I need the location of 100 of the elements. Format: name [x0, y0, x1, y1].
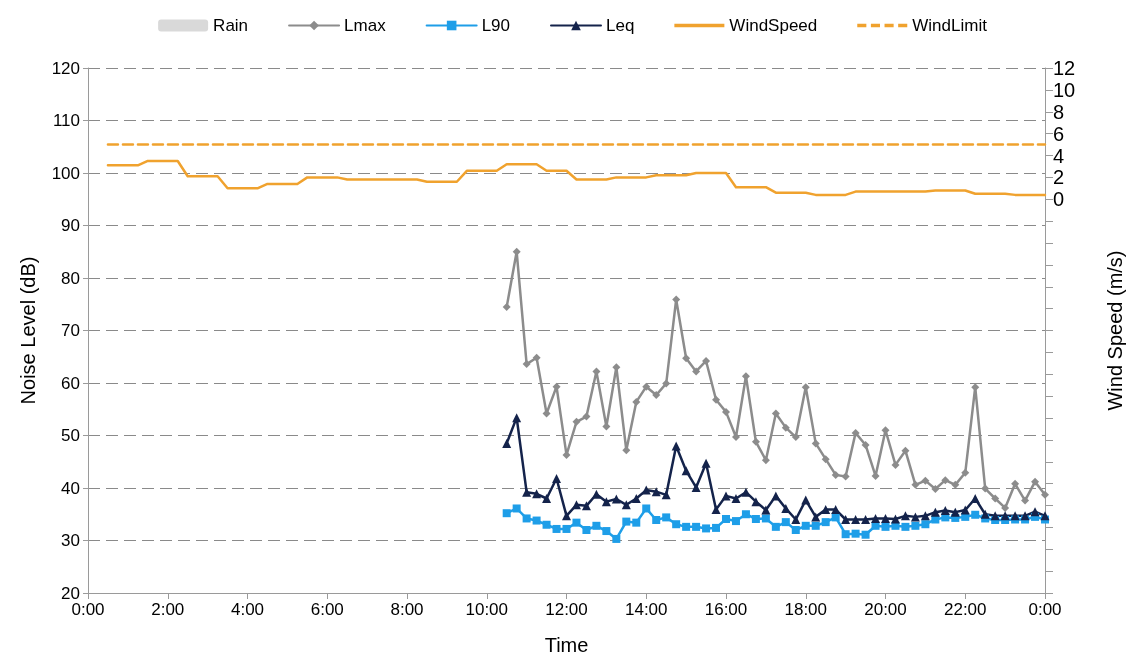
point [921, 476, 930, 485]
point [901, 446, 910, 455]
point [522, 514, 531, 523]
point [711, 505, 721, 515]
y2-axis-title: Wind Speed (m/s) [1104, 250, 1126, 411]
point [761, 456, 770, 465]
point [831, 470, 840, 479]
point [552, 474, 562, 484]
point [582, 526, 591, 534]
point [512, 413, 522, 423]
x-tick-label: 18:00 [784, 600, 828, 619]
point [781, 503, 791, 513]
point [761, 505, 771, 515]
point [642, 382, 651, 391]
point [861, 530, 870, 539]
point [691, 482, 701, 492]
point [712, 523, 721, 532]
point [682, 522, 691, 531]
line-series [106, 159, 1047, 197]
point [702, 356, 711, 365]
point [791, 515, 801, 524]
point [622, 446, 631, 455]
point [622, 517, 631, 526]
x-tick-label: 22:00 [943, 600, 987, 619]
point [751, 497, 761, 507]
point [721, 491, 731, 501]
x-axis-title: Time [544, 634, 589, 656]
point [1041, 490, 1049, 499]
point [731, 517, 740, 526]
point [1031, 477, 1040, 486]
point [851, 515, 861, 524]
point [512, 247, 521, 256]
point [781, 423, 790, 432]
point [821, 518, 830, 527]
point [662, 379, 671, 388]
y-tick-label: 100 [51, 163, 80, 183]
point [562, 524, 571, 533]
point [612, 534, 621, 543]
y-tick-label: 50 [61, 426, 80, 445]
point [712, 395, 721, 404]
point [771, 522, 780, 531]
point [532, 353, 541, 362]
point [562, 511, 571, 521]
point [821, 455, 830, 464]
x-tick-label: 12:00 [545, 600, 588, 619]
point [1040, 511, 1050, 521]
point [871, 513, 881, 523]
point [801, 521, 810, 530]
legend-label: Lmax [344, 16, 387, 35]
point [791, 433, 800, 442]
point [572, 518, 581, 527]
point [941, 476, 950, 485]
point [652, 516, 661, 525]
y-axis-title: Noise Level (dB) [17, 256, 39, 405]
point [931, 485, 940, 494]
point [532, 516, 541, 525]
point [702, 524, 711, 533]
point [981, 484, 990, 493]
legend-label: Rain [213, 16, 249, 35]
point [841, 530, 850, 539]
point [662, 513, 671, 522]
point [1001, 503, 1010, 512]
point [841, 515, 851, 524]
point [991, 494, 1000, 503]
point [881, 513, 890, 523]
point [672, 520, 681, 529]
point [502, 438, 512, 448]
x-tick-label: 10:00 [465, 600, 509, 619]
legend-label: WindSpeed [729, 16, 818, 35]
point [731, 494, 741, 503]
legend-label: L90 [481, 16, 511, 35]
point [751, 437, 760, 446]
point [542, 520, 551, 529]
point [891, 460, 900, 469]
point [801, 495, 811, 505]
point [641, 485, 651, 495]
point [692, 367, 701, 376]
point [1030, 507, 1040, 517]
point [751, 514, 760, 523]
y-tick-label: 80 [61, 268, 80, 288]
point [771, 409, 780, 418]
point [582, 412, 591, 421]
y-tick-label: 110 [52, 111, 80, 130]
y2-tick-label: 0 [1053, 188, 1065, 211]
x-tick-label: 16:00 [704, 600, 748, 619]
y-tick-label: 120 [51, 58, 80, 78]
point [601, 497, 611, 507]
point [940, 506, 950, 516]
point [542, 494, 552, 503]
x-tick-label: 20:00 [864, 600, 907, 619]
y-tick-label: 20 [61, 583, 80, 603]
point [512, 504, 521, 513]
point [861, 515, 871, 524]
point [552, 524, 561, 533]
point [811, 521, 820, 530]
legend-label: WindLimit [912, 16, 988, 35]
point [532, 489, 542, 499]
point [642, 504, 651, 513]
point [652, 391, 661, 400]
point [591, 489, 601, 499]
